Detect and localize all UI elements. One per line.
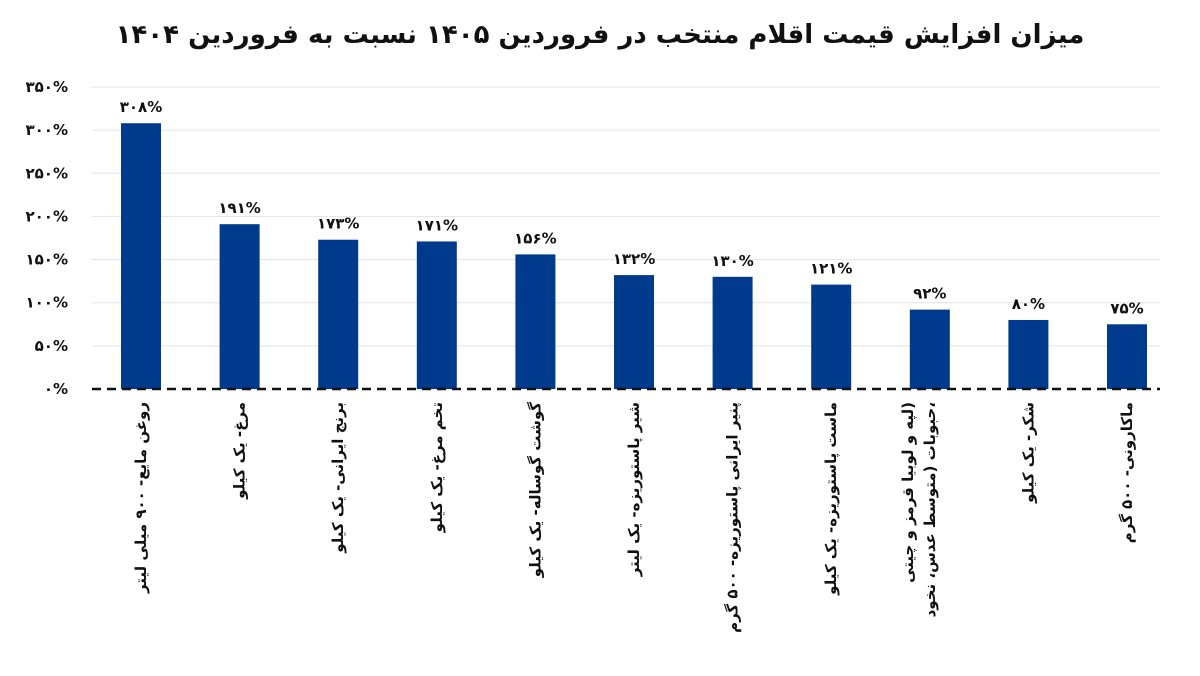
bar <box>712 276 753 389</box>
data-label: ۱۳۲% <box>613 250 656 268</box>
bar <box>909 309 950 389</box>
bar <box>811 284 852 389</box>
y-tick-label: ۲۵۰% <box>26 164 69 182</box>
data-label: ۱۵۶% <box>514 229 557 247</box>
x-axis: روغن مایع- ۹۰۰ میلی لیتر مرغ- یک کیلو برنج… <box>92 387 1160 633</box>
y-tick-label: ۲۰۰% <box>26 207 69 225</box>
data-label: ۱۲۱% <box>810 260 853 278</box>
x-tick-label: حبوبات (متوسط عدس، نخود، <box>921 402 939 617</box>
x-tick-label: شکر- یک کیلو <box>1019 402 1037 504</box>
x-tick-label: لپه و لوبیا قرمز و چیتی) <box>899 402 918 583</box>
x-tick-label: روغن مایع- ۹۰۰ میلی لیتر <box>132 402 150 594</box>
y-tick-label: ۱۰۰% <box>26 294 69 312</box>
data-label: ۸۰% <box>1012 295 1045 313</box>
bars <box>121 123 1147 390</box>
data-label: ۱۷۱% <box>416 216 459 234</box>
bar <box>1008 319 1049 389</box>
y-tick-label: ۳۵۰% <box>26 78 69 96</box>
data-label: ۳۰۸% <box>120 98 163 116</box>
x-tick-label: گوشت گوساله- یک کیلو <box>526 402 544 579</box>
bar <box>416 241 457 389</box>
data-labels: ۳۰۸% ۱۹۱% ۱۷۳% ۱۷۱% ۱۵۶% ۱۳۲% ۱۳۰% ۱۲۱% ۹۲% ۸۰% ۷۵… <box>120 98 1144 317</box>
x-tick-label: ماست پاستوریزه- یک کیلو <box>822 402 841 596</box>
data-label: ۱۷۳% <box>317 215 360 233</box>
bar <box>515 254 556 389</box>
y-tick-label: ۵۰% <box>35 337 68 355</box>
x-tick-label: برنج ایرانی- یک کیلو <box>329 402 347 554</box>
bar <box>219 224 260 389</box>
chart-title: میزان افزایش قیمت اقلام منتخب در فروردین… <box>115 20 1085 50</box>
data-label: ۹۲% <box>913 285 946 303</box>
bar <box>614 275 654 389</box>
x-tick-label: شیر پاستوریزه- یک لیتر <box>625 402 644 577</box>
bar <box>1107 324 1147 389</box>
data-label: ۱۳۰% <box>711 252 754 270</box>
y-tick-label: ۳۰۰% <box>26 121 69 139</box>
bar <box>121 123 161 390</box>
bar <box>318 239 359 389</box>
y-tick-label: ۰% <box>44 380 68 398</box>
x-tick-label: پنیر ایرانی پاستوریزه- ۵۰۰ گرم <box>724 402 743 633</box>
x-tick-label: تخم مرغ- یک کیلو <box>428 402 446 533</box>
x-tick-label: ماکارونی- ۵۰۰ گرم <box>1118 402 1136 543</box>
y-axis: ۰% ۵۰% ۱۰۰% ۱۵۰% ۲۰۰% ۲۵۰% ۳۰۰% ۳۵۰% <box>26 78 69 398</box>
data-label: ۱۹۱% <box>218 199 261 217</box>
x-tick-label: مرغ- یک کیلو <box>231 402 249 500</box>
y-tick-label: ۱۵۰% <box>26 251 69 269</box>
data-label: ۷۵% <box>1110 299 1143 317</box>
